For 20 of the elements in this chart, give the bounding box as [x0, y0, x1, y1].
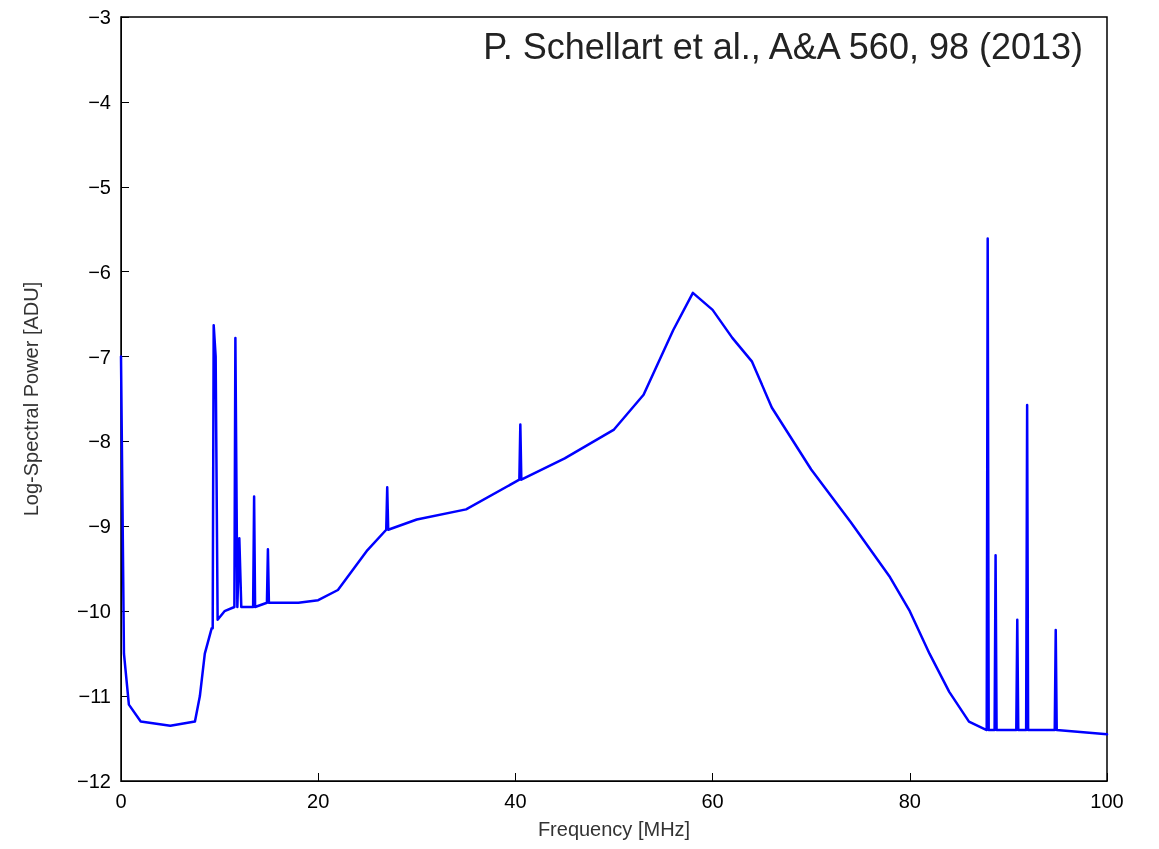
y-tick-label: −6 — [88, 260, 111, 283]
x-tick-label: 80 — [898, 790, 921, 812]
x-tick-label: 100 — [1090, 790, 1124, 812]
y-tick-label: −10 — [77, 600, 111, 623]
y-tick-label: −8 — [88, 430, 111, 453]
x-tick-label: 0 — [115, 790, 127, 812]
y-tick-label: −11 — [78, 685, 111, 708]
x-axis-title: Frequency [MHz] — [537, 818, 691, 840]
annotation: P. Schellart et al., A&A 560, 98 (2013) — [483, 25, 1084, 67]
y-tick-label: −5 — [88, 175, 111, 198]
y-tick-label: −12 — [77, 770, 111, 792]
y-axis-title: Log-Spectral Power [ADU] — [20, 281, 42, 517]
y-tick-label: −4 — [88, 90, 111, 113]
x-tick-label: 60 — [701, 790, 724, 812]
y-tick-label: −3 — [88, 6, 111, 28]
y-tick-label: −7 — [88, 345, 111, 368]
line-series — [119, 237, 1109, 736]
y-tick-label: −9 — [88, 515, 111, 538]
x-tick-label: 20 — [307, 790, 330, 812]
x-tick-label: 40 — [504, 790, 527, 812]
